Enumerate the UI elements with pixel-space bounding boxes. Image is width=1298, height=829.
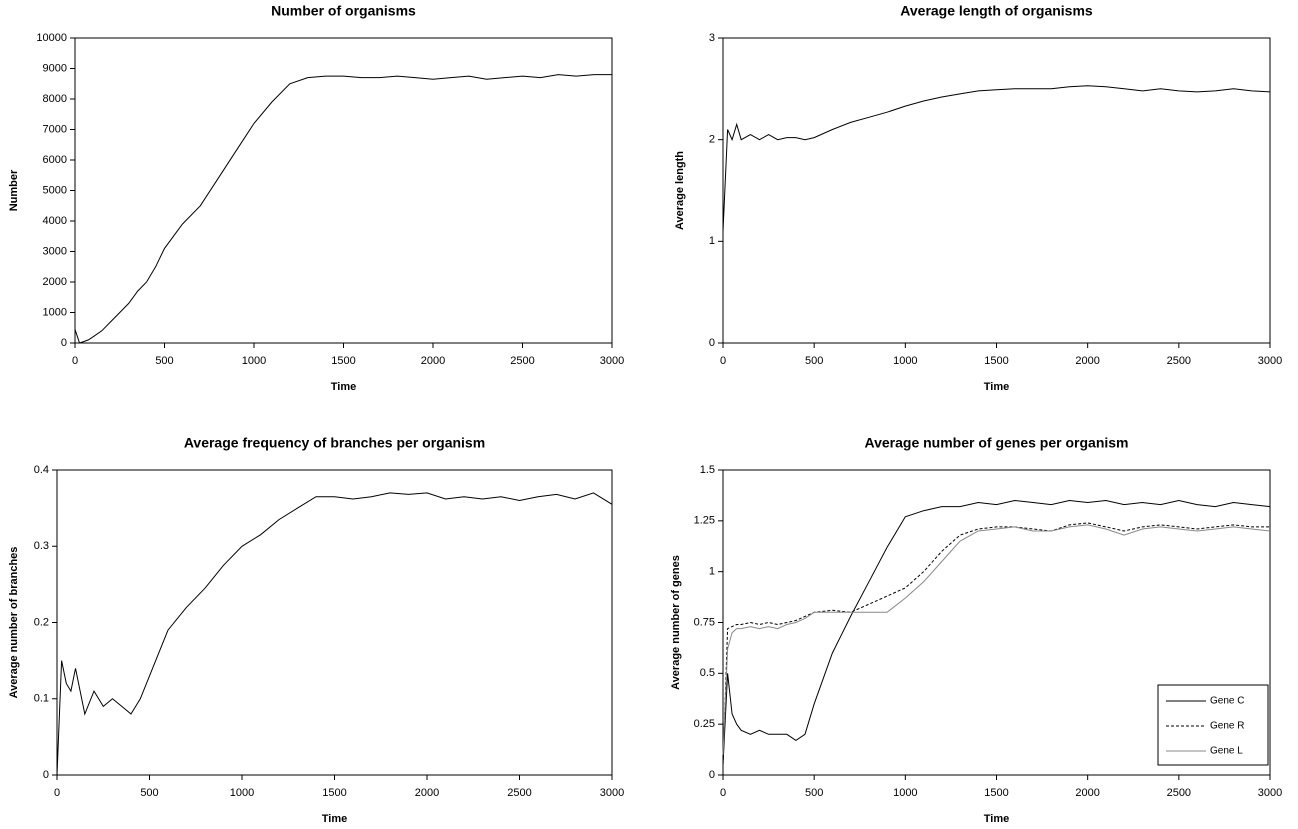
y-tick-label: 1 <box>709 235 715 247</box>
x-tick-label: 2000 <box>1075 787 1099 799</box>
y-axis-label: Average number of genes <box>670 555 682 690</box>
x-axis-label: Time <box>984 381 1009 393</box>
y-tick-label: 1000 <box>43 306 67 318</box>
legend-label: Gene L <box>1210 746 1243 757</box>
plot-frame <box>74 37 613 344</box>
y-tick-label: 2000 <box>43 276 67 288</box>
y-tick-label: 0.5 <box>700 667 715 679</box>
y-axis-label: Average length <box>674 151 686 230</box>
x-tick-label: 2000 <box>421 355 445 367</box>
x-tick-label: 1500 <box>322 787 346 799</box>
plot-frame <box>56 469 613 776</box>
x-axis-label: Time <box>984 813 1009 825</box>
y-axis-label: Number <box>8 169 20 211</box>
chart-title: Average number of genes per organism <box>865 435 1129 451</box>
chart-title: Number of organisms <box>271 3 416 19</box>
chart-title: Average length of organisms <box>900 3 1093 19</box>
data-line <box>722 85 1271 232</box>
x-tick-label: 2500 <box>1167 355 1191 367</box>
x-tick-label: 2000 <box>1075 355 1099 367</box>
x-tick-label: 1000 <box>893 787 917 799</box>
x-tick-label: 3000 <box>600 787 624 799</box>
x-axis-label: Time <box>322 813 347 825</box>
y-tick-label: 10000 <box>36 32 67 44</box>
y-tick-label: 9000 <box>43 62 67 74</box>
data-line <box>722 499 1271 765</box>
y-tick-label: 2 <box>709 134 715 146</box>
y-axis-label: Average number of branches <box>8 547 20 699</box>
x-tick-label: 0 <box>54 787 60 799</box>
legend-label: Gene C <box>1210 696 1244 707</box>
x-tick-label: 1500 <box>331 355 355 367</box>
data-line <box>56 492 613 776</box>
x-tick-label: 0 <box>720 787 726 799</box>
x-tick-label: 1500 <box>984 355 1008 367</box>
legend-box <box>1157 684 1269 766</box>
x-tick-label: 500 <box>155 355 173 367</box>
x-tick-label: 2500 <box>507 787 531 799</box>
y-tick-label: 6000 <box>43 154 67 166</box>
y-tick-label: 3 <box>709 32 715 44</box>
y-tick-label: 0.3 <box>34 540 49 552</box>
plot-frame <box>722 37 1271 344</box>
x-tick-label: 2500 <box>510 355 534 367</box>
data-line <box>722 522 1270 765</box>
x-tick-label: 1500 <box>984 787 1008 799</box>
y-tick-label: 0.25 <box>694 718 715 730</box>
y-tick-label: 1.5 <box>700 464 715 476</box>
x-tick-label: 3000 <box>1258 355 1282 367</box>
x-tick-label: 500 <box>140 787 158 799</box>
x-tick-label: 3000 <box>600 355 624 367</box>
data-line <box>74 74 612 344</box>
y-tick-label: 1 <box>709 566 715 578</box>
x-tick-label: 500 <box>805 787 823 799</box>
y-tick-label: 0 <box>43 769 49 781</box>
y-tick-label: 4000 <box>43 215 67 227</box>
y-tick-label: 8000 <box>43 93 67 105</box>
x-tick-label: 1000 <box>242 355 266 367</box>
legend-label: Gene R <box>1210 721 1244 732</box>
y-tick-label: 0.4 <box>34 464 49 476</box>
y-tick-label: 0.1 <box>34 693 49 705</box>
x-tick-label: 500 <box>805 355 823 367</box>
chart-title: Average frequency of branches per organi… <box>184 435 485 451</box>
x-tick-label: 0 <box>72 355 78 367</box>
x-axis-label: Time <box>331 381 356 393</box>
y-tick-label: 7000 <box>43 123 67 135</box>
x-tick-label: 1000 <box>230 787 254 799</box>
y-tick-label: 0 <box>709 769 715 781</box>
y-tick-label: 5000 <box>43 184 67 196</box>
x-tick-label: 3000 <box>1258 787 1282 799</box>
y-tick-label: 1.25 <box>694 515 715 527</box>
x-tick-label: 0 <box>720 355 726 367</box>
data-line <box>722 524 1271 755</box>
y-tick-label: 0.2 <box>34 616 49 628</box>
x-tick-label: 2000 <box>415 787 439 799</box>
y-tick-label: 0.75 <box>694 616 715 628</box>
y-tick-label: 0 <box>709 337 715 349</box>
y-tick-label: 0 <box>61 337 67 349</box>
x-tick-label: 2500 <box>1167 787 1191 799</box>
x-tick-label: 1000 <box>893 355 917 367</box>
y-tick-label: 3000 <box>43 245 67 257</box>
